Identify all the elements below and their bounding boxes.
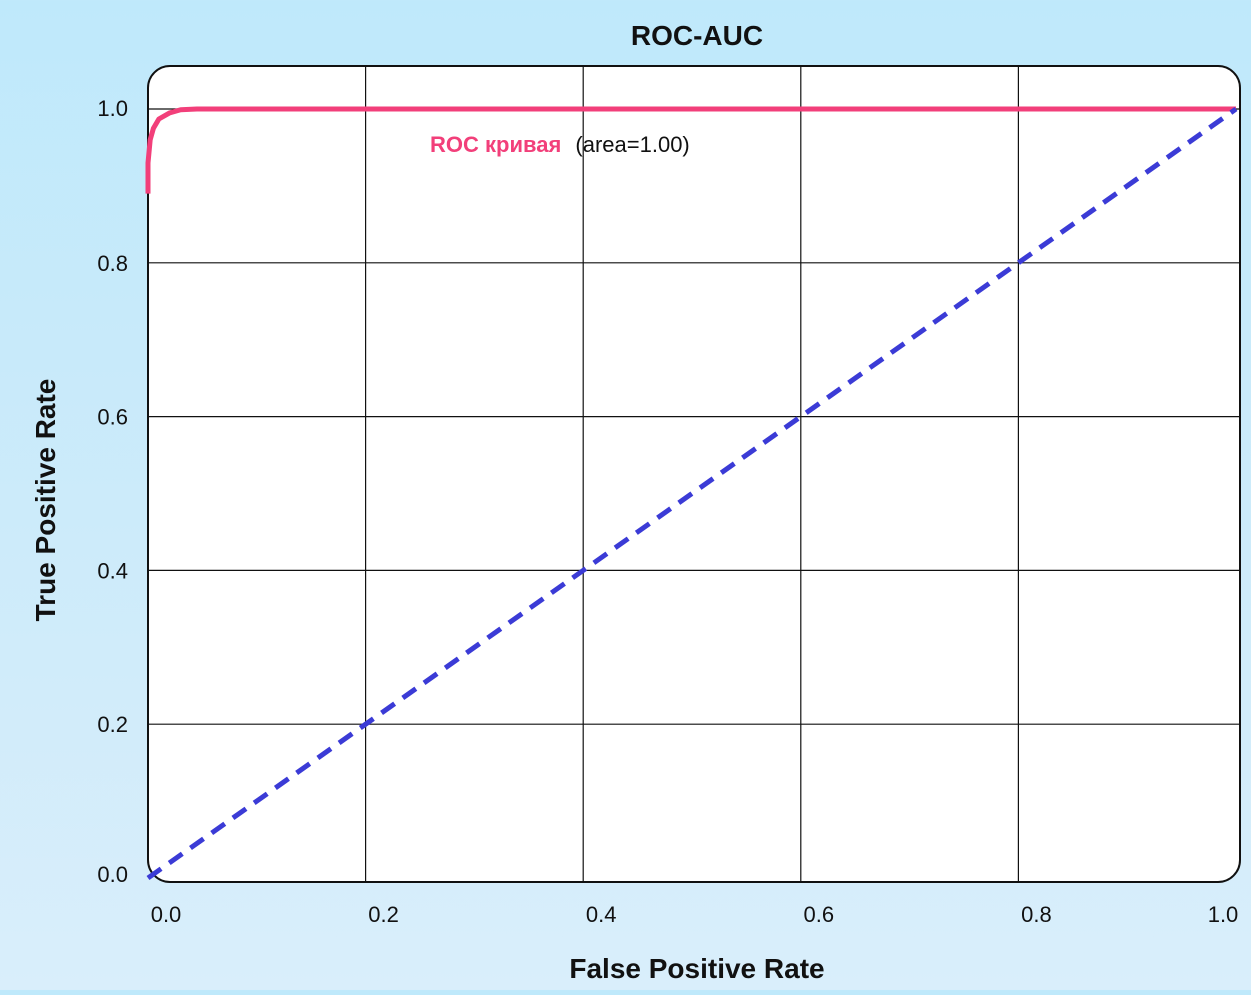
x-tick-label: 0.6 [804, 902, 835, 927]
x-tick-label: 0.0 [151, 902, 182, 927]
chance-diagonal-line [146, 106, 1238, 881]
roc-legend-text: ROC кривая (area=1.00) [430, 132, 690, 157]
y-tick-label: 0.2 [97, 712, 128, 737]
x-tick-label: 1.0 [1208, 902, 1239, 927]
roc-legend-label: ROC кривая [430, 132, 561, 157]
x-tick-label: 0.8 [1021, 902, 1052, 927]
y-tick-label: 1.0 [97, 96, 128, 121]
plot-area [147, 65, 1241, 883]
y-tick-label: 0.0 [97, 862, 128, 887]
y-tick-label: 0.4 [97, 558, 128, 583]
roc-curve-line [145, 106, 1236, 194]
y-tick-label: 0.6 [97, 405, 128, 430]
y-tick-label: 0.8 [97, 251, 128, 276]
x-tick-label: 0.4 [586, 902, 617, 927]
x-tick-label: 0.2 [368, 902, 399, 927]
chart-title: ROC-AUC [631, 20, 763, 51]
y-axis-label: True Positive Rate [30, 379, 61, 622]
roc-legend-area: (area=1.00) [575, 132, 689, 157]
x-axis-label: False Positive Rate [569, 953, 824, 984]
